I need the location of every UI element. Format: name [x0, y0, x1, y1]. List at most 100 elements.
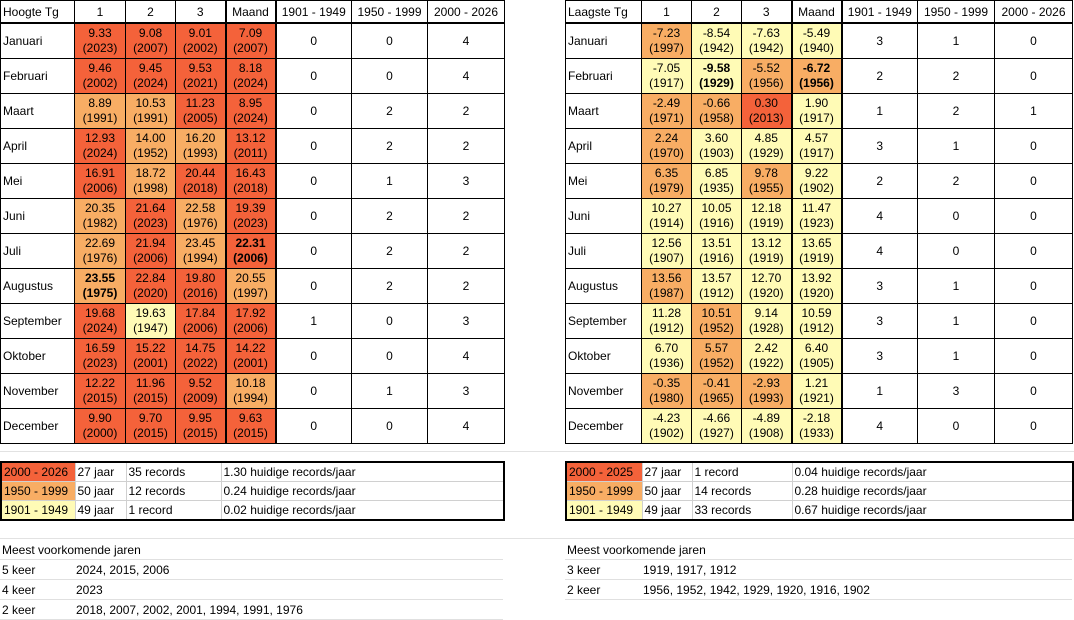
period-count: 3 — [841, 303, 918, 339]
record-value: 1.90 — [804, 96, 829, 110]
frequent-title-row: Meest voorkomende jaren — [565, 540, 1072, 560]
record-value: 17.84 — [185, 306, 216, 320]
record-value: 0.30 — [754, 96, 778, 110]
period-rate: 0.67 huidige records/jaar — [792, 500, 1074, 521]
day-record-cell: 19.68 (2024) — [74, 303, 126, 339]
record-value: 6.85 — [704, 166, 729, 180]
month-label: September — [565, 303, 642, 339]
record-year: (1920) — [799, 286, 834, 300]
record-year: (2002) — [182, 41, 218, 55]
record-value: 11.23 — [185, 96, 215, 110]
summary-row: 2000 - 2025 27 jaar 1 record 0.04 huidige r… — [566, 462, 1074, 482]
low-summary-table: 2000 - 2025 27 jaar 1 record 0.04 huidige r… — [565, 461, 1074, 521]
record-value: 9.45 — [138, 61, 163, 75]
record-value: 9.53 — [188, 61, 212, 75]
month-record-cell: 10.18 (1994) — [224, 373, 277, 409]
column-header: 1 — [74, 0, 126, 24]
record-value: 16.43 — [235, 166, 266, 180]
day-record-cell: 9.08 (2007) — [125, 22, 176, 59]
day-record-cell: 0.30 (2013) — [741, 93, 792, 129]
gridline — [0, 451, 1074, 452]
day-record-cell: 11.28 (1912) — [641, 303, 692, 339]
record-year: (1905) — [799, 356, 834, 370]
low-frequent-years: Meest voorkomende jaren 3 keer 1919, 1917,… — [565, 540, 1072, 600]
record-year: (1933) — [799, 426, 834, 440]
period-count: 0 — [275, 58, 352, 94]
period-count: 2 — [841, 58, 918, 94]
frequent-row: 4 keer 2023 — [0, 579, 503, 600]
period-count: 0 — [351, 338, 428, 374]
period-count: 4 — [427, 22, 505, 59]
day-record-cell: 9.46 (2002) — [74, 58, 126, 94]
period-count: 2 — [351, 233, 428, 269]
month-record-cell: 9.63 (2015) — [224, 408, 277, 444]
period-records: 1 record — [126, 500, 222, 521]
period-count: 0 — [275, 22, 352, 59]
day-record-cell: 10.27 (1914) — [641, 198, 692, 234]
period-count: 4 — [427, 338, 505, 374]
day-record-cell: 11.23 (2005) — [175, 93, 226, 129]
day-record-cell: -0.35 (1980) — [641, 373, 692, 409]
month-record-cell: 17.92 (2006) — [224, 303, 277, 339]
period-count: 2 — [917, 163, 995, 199]
record-value: 22.58 — [185, 201, 216, 215]
record-year: (2001) — [133, 356, 168, 370]
month-row: Mei 16.91 (2006) 18.72 (1998) 20.44 (2018) 16.4… — [0, 163, 505, 199]
record-year: (2018) — [182, 181, 218, 195]
month-row: Maart -2.49 (1971) -0.66 (1958) 0.30 (2013) 1.9… — [565, 93, 1073, 129]
day-record-cell: 9.33 (2023) — [74, 22, 126, 59]
frequency-label: 4 keer — [0, 579, 74, 600]
record-year: (1976) — [82, 251, 118, 265]
period-count: 0 — [275, 268, 352, 304]
day-record-cell: 16.20 (1993) — [175, 128, 226, 164]
column-header: Hoogte Tg — [0, 0, 75, 24]
gridline — [0, 538, 1074, 539]
day-record-cell: 23.55 (1975) — [74, 268, 126, 304]
record-year: (1956) — [799, 76, 834, 90]
record-year: (1916) — [699, 251, 734, 265]
record-year: (2015) — [182, 426, 218, 440]
day-record-cell: 3.60 (1903) — [691, 128, 742, 164]
period-count: 2 — [351, 128, 428, 164]
record-year: (1942) — [748, 41, 784, 55]
day-record-cell: 5.57 (1952) — [691, 338, 742, 374]
record-year: (2024) — [133, 76, 168, 90]
record-value: 21.94 — [135, 236, 166, 250]
column-header: Maand — [224, 0, 277, 24]
period-count: 3 — [427, 163, 505, 199]
record-value: 13.51 — [701, 236, 732, 250]
period-count: 4 — [841, 198, 918, 234]
day-record-cell: 13.56 (1987) — [641, 268, 692, 304]
record-value: 9.78 — [754, 166, 778, 180]
day-record-cell: 17.84 (2006) — [175, 303, 226, 339]
record-year: (2015) — [133, 426, 168, 440]
record-year: (1971) — [649, 111, 684, 125]
period-count: 3 — [427, 373, 505, 409]
period-count: 0 — [994, 338, 1073, 374]
month-label: Maart — [0, 93, 75, 129]
month-record-cell: 13.65 (1919) — [790, 233, 843, 269]
record-year: (2021) — [182, 76, 218, 90]
frequent-years: 1919, 1917, 1912 — [641, 559, 1072, 580]
day-record-cell: 12.18 (1919) — [741, 198, 792, 234]
period-count: 0 — [351, 303, 428, 339]
column-header: 2 — [125, 0, 176, 24]
day-record-cell: -4.23 (1902) — [641, 408, 692, 444]
day-record-cell: -7.23 (1997) — [641, 22, 692, 59]
month-record-cell: 1.90 (1917) — [790, 93, 843, 129]
day-record-cell: 12.93 (2024) — [74, 128, 126, 164]
record-year: (1917) — [649, 76, 684, 90]
day-record-cell: 18.72 (1998) — [125, 163, 176, 199]
record-value: 14.00 — [135, 131, 166, 145]
day-record-cell: 9.70 (2015) — [125, 408, 176, 444]
record-value: 12.56 — [651, 236, 682, 250]
month-row: Augustus 13.56 (1987) 13.57 (1912) 12.70 (1920… — [565, 268, 1073, 304]
frequency-label: 3 keer — [565, 559, 641, 580]
record-value: 13.12 — [751, 236, 782, 250]
month-record-cell: 6.40 (1905) — [790, 338, 843, 374]
period-count: 3 — [841, 338, 918, 374]
month-label: December — [565, 408, 642, 444]
record-value: 16.20 — [185, 131, 216, 145]
record-value: 6.40 — [804, 341, 829, 355]
record-value: 10.53 — [135, 96, 166, 110]
